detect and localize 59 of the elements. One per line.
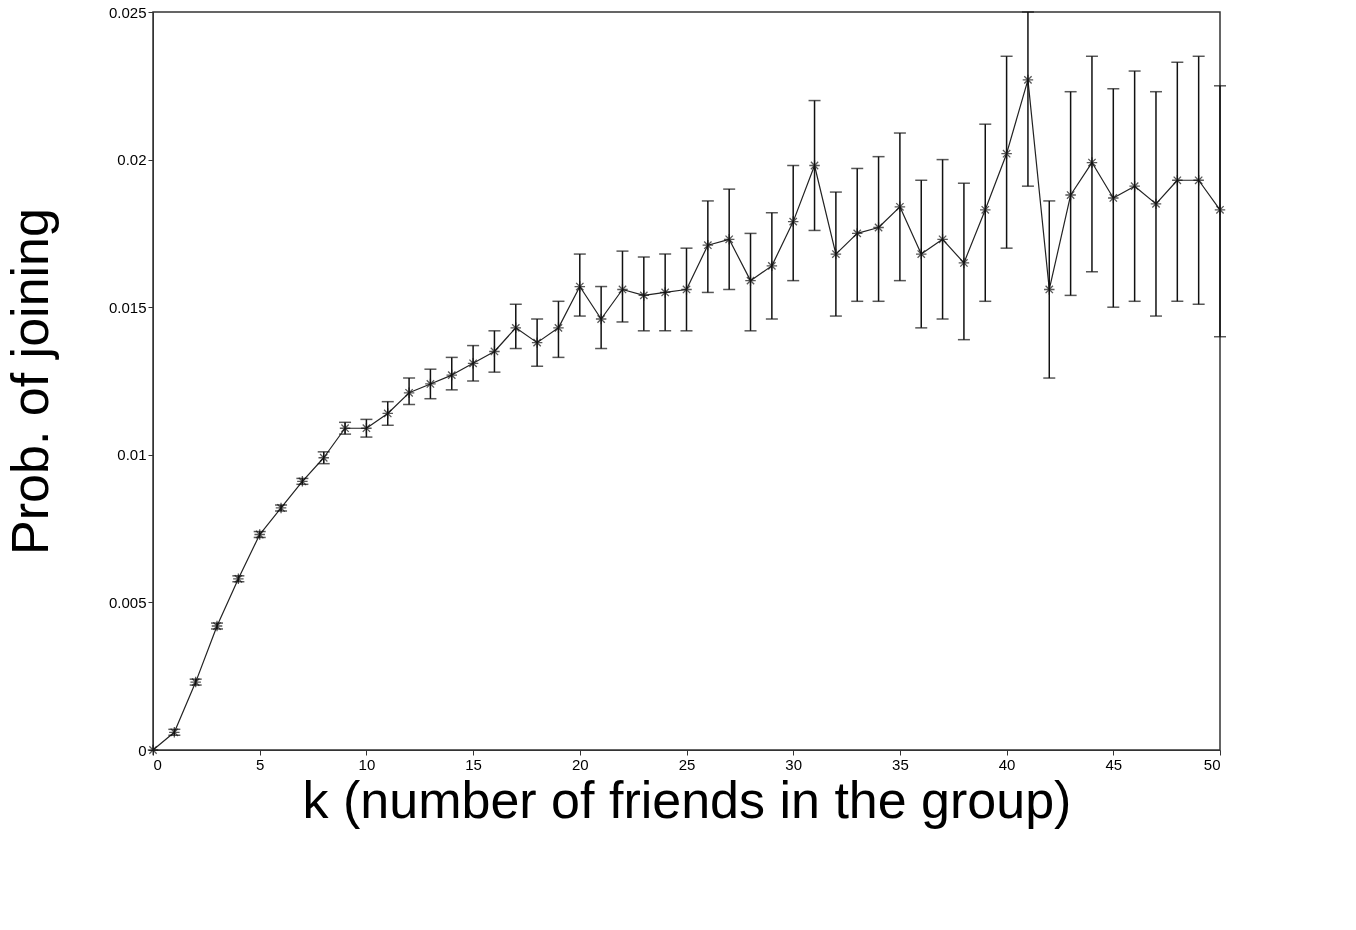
point <box>1150 197 1162 210</box>
point <box>445 369 458 381</box>
point <box>787 215 800 228</box>
point <box>531 336 544 349</box>
x-tick-label: 0 <box>153 755 162 773</box>
point <box>1022 74 1034 86</box>
point <box>488 345 501 358</box>
point <box>744 274 757 287</box>
point <box>573 280 586 293</box>
point <box>637 289 650 302</box>
point <box>723 233 736 246</box>
point <box>1043 283 1056 296</box>
x-tick-label: 40 <box>998 755 1016 773</box>
y-tick-label: 0.015 <box>108 298 147 316</box>
point <box>509 321 522 334</box>
point <box>1064 189 1077 201</box>
x-axis-title: k (number of friends in the group) <box>302 770 1072 829</box>
point <box>552 321 565 334</box>
x-tick-label: 25 <box>678 755 696 773</box>
point <box>936 233 949 246</box>
point <box>894 200 906 213</box>
point <box>595 313 608 325</box>
y-tick-label: 0 <box>138 741 147 759</box>
point <box>1128 180 1141 193</box>
y-tick-label: 0.005 <box>108 593 147 611</box>
point <box>851 227 864 240</box>
point <box>403 386 415 399</box>
point <box>958 257 970 269</box>
point <box>1192 174 1205 187</box>
point <box>1171 174 1184 187</box>
point <box>360 422 373 435</box>
point <box>1000 147 1013 160</box>
point <box>1086 156 1098 169</box>
point <box>915 248 928 260</box>
y-axis-title: Prob. of joining <box>0 208 59 555</box>
x-tick-label: 10 <box>358 755 376 773</box>
x-tick-label: 35 <box>892 755 909 773</box>
x-tick-label: 50 <box>1203 755 1221 773</box>
x-tick-label: 5 <box>256 755 265 773</box>
x-tick-label: 45 <box>1105 755 1123 773</box>
x-tick-label: 15 <box>465 755 482 773</box>
point <box>808 159 821 172</box>
point <box>381 407 394 420</box>
point <box>424 378 437 390</box>
x-tick-label: 30 <box>785 755 803 773</box>
point <box>467 357 479 370</box>
x-tick-label: 20 <box>571 755 589 773</box>
point <box>616 283 629 296</box>
point <box>1107 192 1120 204</box>
point <box>765 259 778 272</box>
point <box>829 248 842 260</box>
point <box>701 239 714 252</box>
y-tick-label: 0.025 <box>108 3 147 21</box>
y-tick-label: 0.02 <box>117 151 147 169</box>
point <box>979 203 992 216</box>
y-tick-label: 0.01 <box>117 446 147 464</box>
point <box>872 221 885 234</box>
point <box>680 283 693 296</box>
point <box>659 286 672 299</box>
